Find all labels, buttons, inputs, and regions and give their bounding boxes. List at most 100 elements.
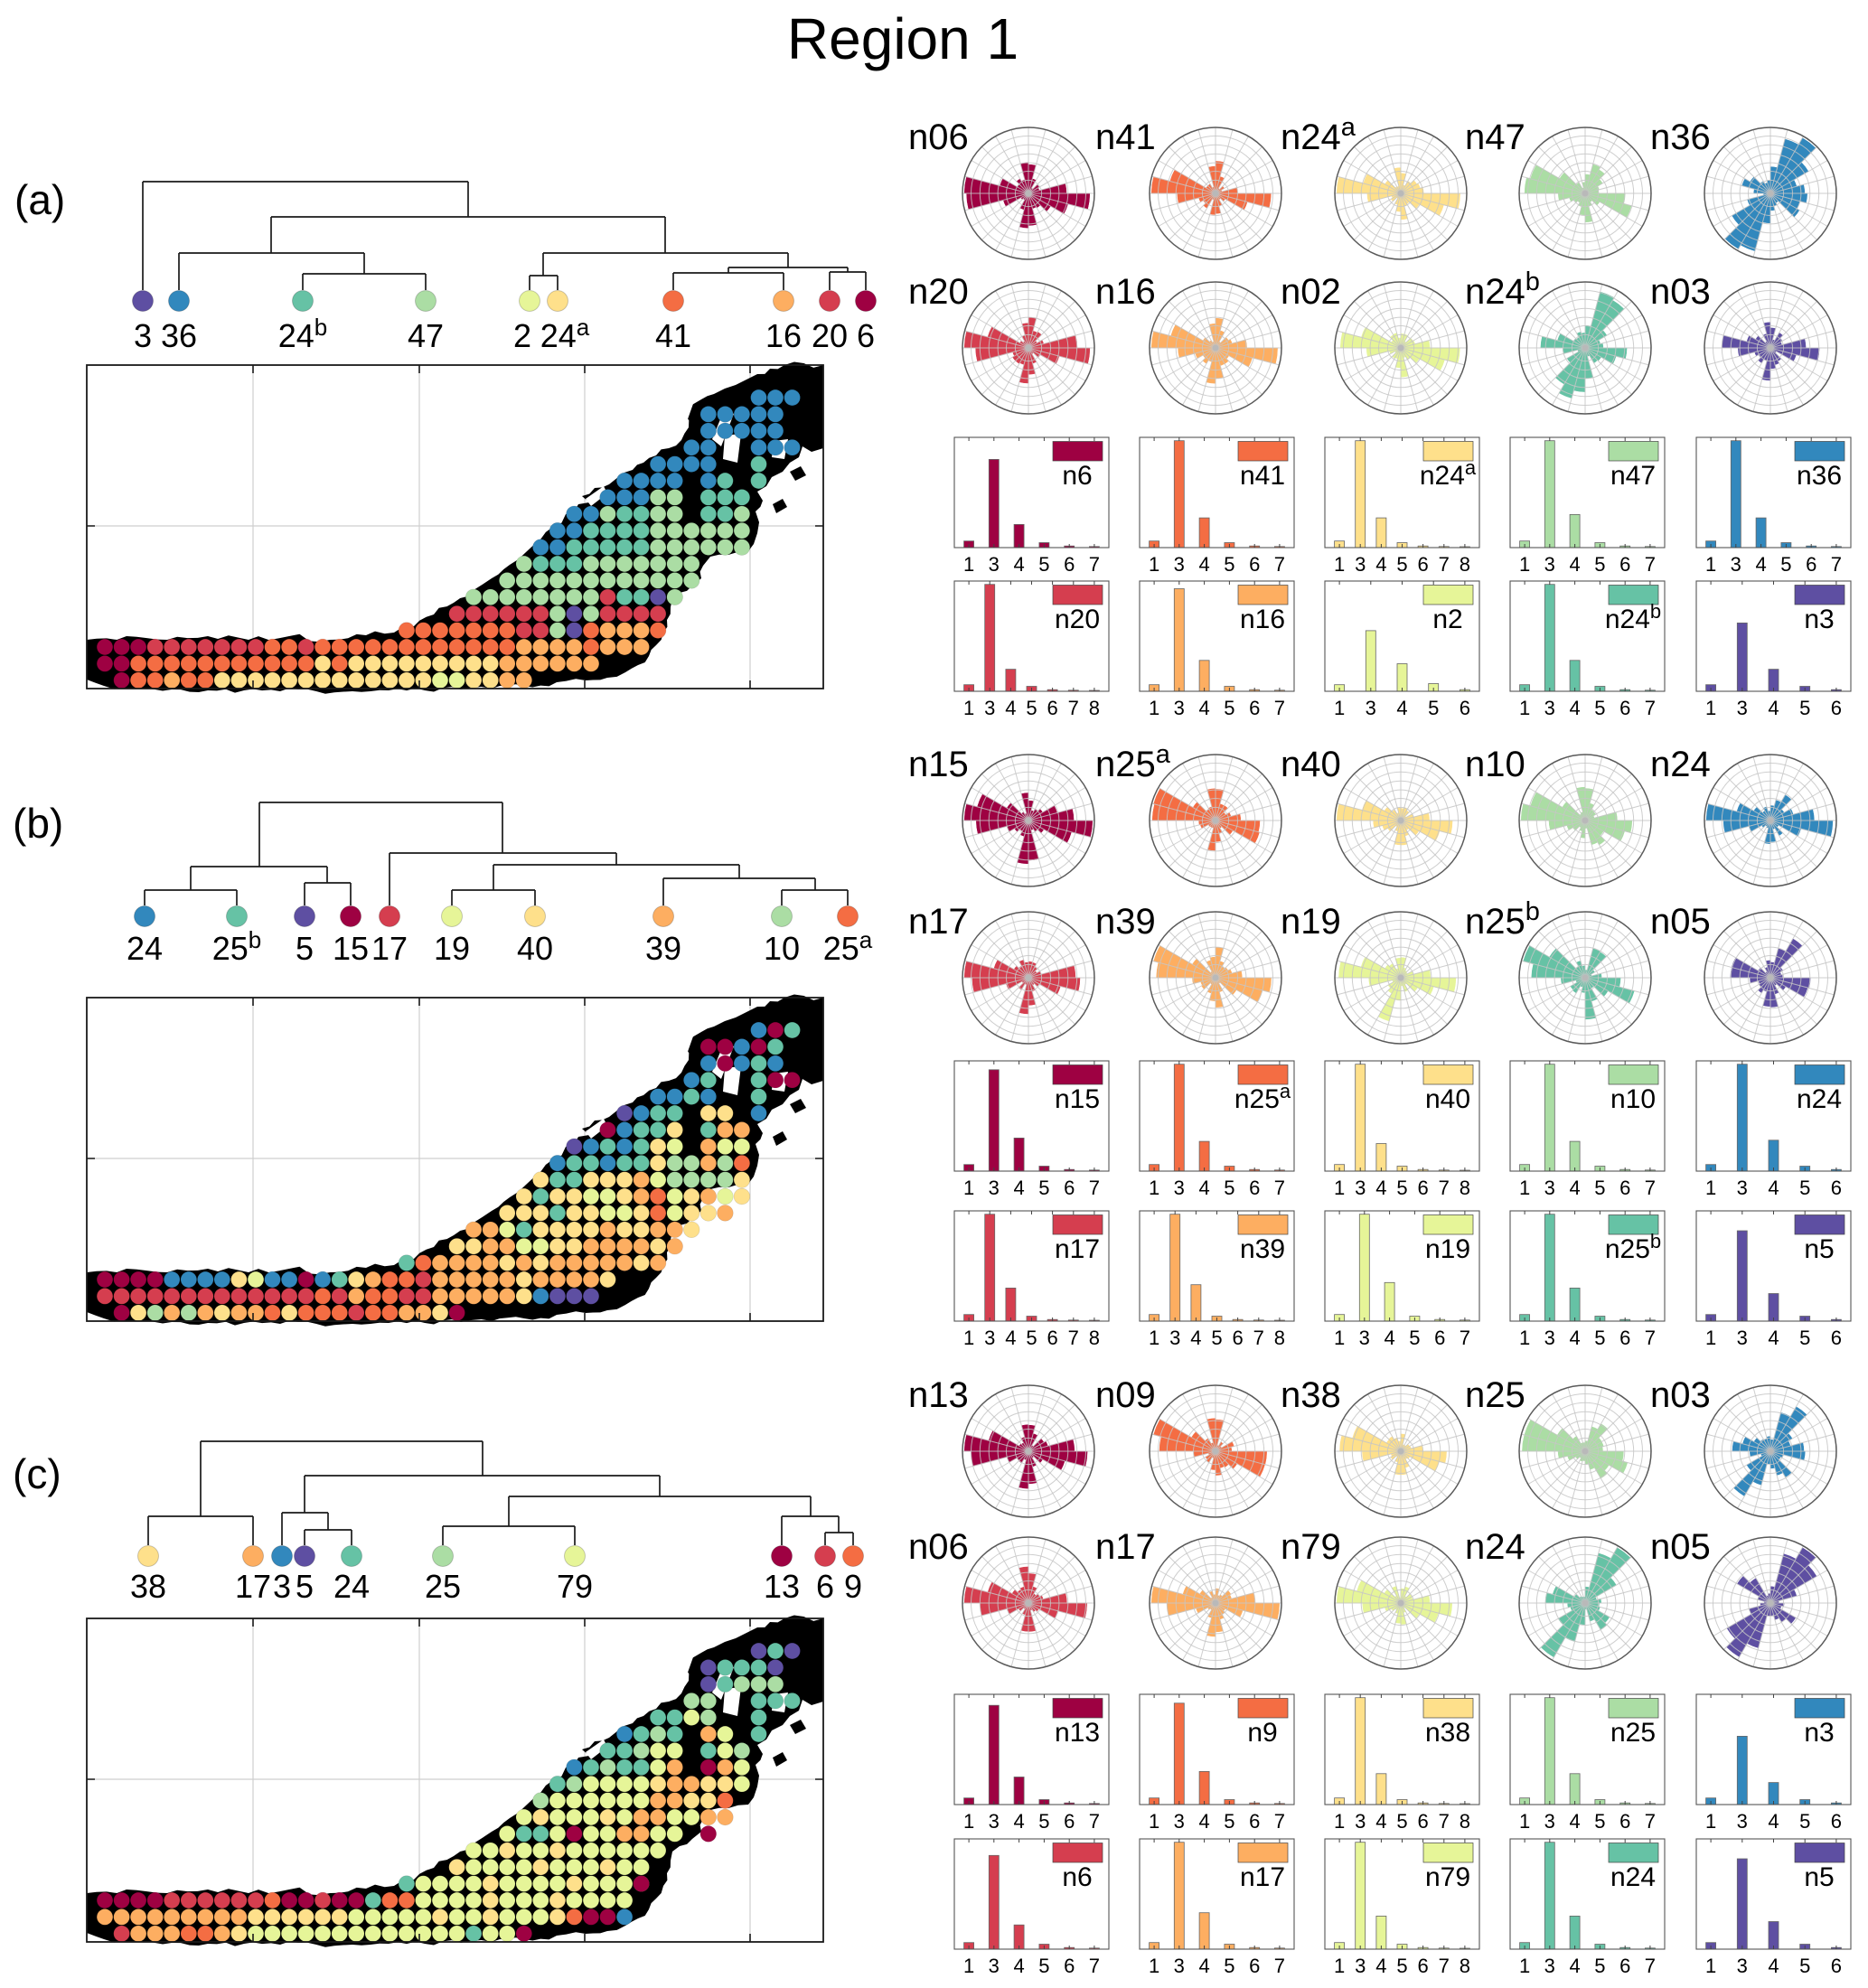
svg-text:6: 6 <box>1460 697 1470 719</box>
svg-text:5: 5 <box>1038 1955 1049 1977</box>
svg-text:4: 4 <box>1198 1810 1209 1833</box>
svg-text:5: 5 <box>1396 553 1407 576</box>
svg-text:n24: n24 <box>1610 1862 1656 1892</box>
svg-text:n24: n24 <box>1465 1527 1525 1567</box>
svg-text:4: 4 <box>1768 1327 1779 1349</box>
svg-text:n3: n3 <box>1804 605 1834 634</box>
svg-text:6: 6 <box>1619 1327 1630 1349</box>
svg-text:7: 7 <box>1089 1810 1100 1833</box>
svg-text:4: 4 <box>1013 1955 1024 1977</box>
svg-text:6: 6 <box>1047 1327 1057 1349</box>
svg-text:5: 5 <box>1799 1955 1810 1977</box>
svg-text:16: 16 <box>765 317 802 354</box>
svg-text:6: 6 <box>1249 697 1260 719</box>
svg-text:39: 39 <box>645 930 681 967</box>
svg-text:3: 3 <box>1737 1177 1748 1199</box>
svg-text:1: 1 <box>1149 553 1159 576</box>
svg-text:17: 17 <box>235 1568 271 1605</box>
svg-text:5: 5 <box>1224 553 1234 576</box>
svg-text:6: 6 <box>1619 1810 1630 1833</box>
svg-text:5: 5 <box>1038 1810 1049 1833</box>
svg-text:3: 3 <box>989 553 1000 576</box>
svg-text:n13: n13 <box>908 1375 969 1415</box>
svg-text:6: 6 <box>1831 1955 1842 1977</box>
svg-text:n5: n5 <box>1804 1862 1834 1892</box>
svg-text:1: 1 <box>963 697 974 719</box>
svg-text:n17: n17 <box>1055 1234 1100 1264</box>
svg-text:1: 1 <box>1705 697 1716 719</box>
svg-text:6: 6 <box>857 317 875 354</box>
svg-text:n10: n10 <box>1610 1084 1656 1114</box>
svg-text:6: 6 <box>1249 1177 1260 1199</box>
svg-text:n38: n38 <box>1425 1718 1470 1748</box>
svg-text:4: 4 <box>1768 1955 1779 1977</box>
svg-text:25: 25 <box>425 1568 461 1605</box>
svg-text:1: 1 <box>963 553 974 576</box>
svg-text:7: 7 <box>1439 1955 1450 1977</box>
svg-text:5: 5 <box>1026 697 1037 719</box>
svg-text:n19: n19 <box>1281 902 1341 942</box>
svg-text:5: 5 <box>1396 1955 1407 1977</box>
svg-text:n47: n47 <box>1465 117 1525 157</box>
svg-text:7: 7 <box>1439 553 1450 576</box>
svg-text:n03: n03 <box>1650 272 1711 312</box>
svg-text:3: 3 <box>1174 697 1185 719</box>
svg-text:n16: n16 <box>1240 605 1285 634</box>
svg-text:7: 7 <box>1645 1955 1656 1977</box>
svg-text:3: 3 <box>1737 1955 1748 1977</box>
svg-text:7: 7 <box>1089 1177 1100 1199</box>
svg-text:4: 4 <box>1198 553 1209 576</box>
svg-text:1: 1 <box>1334 553 1345 576</box>
svg-text:6: 6 <box>1064 1810 1075 1833</box>
svg-text:n36: n36 <box>1797 461 1842 491</box>
svg-text:4: 4 <box>1005 1327 1016 1349</box>
svg-text:3: 3 <box>1355 1177 1366 1199</box>
svg-text:3: 3 <box>1174 1955 1185 1977</box>
svg-text:1: 1 <box>963 1177 974 1199</box>
svg-text:4: 4 <box>1013 1177 1024 1199</box>
svg-text:3: 3 <box>984 1327 995 1349</box>
svg-text:6: 6 <box>1064 553 1075 576</box>
svg-text:6: 6 <box>1249 1810 1260 1833</box>
svg-text:1: 1 <box>1519 553 1530 576</box>
svg-text:5: 5 <box>1799 697 1810 719</box>
svg-text:n17: n17 <box>1240 1862 1285 1892</box>
svg-text:3: 3 <box>1737 1327 1748 1349</box>
svg-text:1: 1 <box>1705 1177 1716 1199</box>
svg-text:1: 1 <box>1149 1177 1159 1199</box>
svg-text:6: 6 <box>1434 1327 1445 1349</box>
svg-text:5: 5 <box>1799 1327 1810 1349</box>
svg-text:n24: n24 <box>1797 1084 1842 1114</box>
svg-text:4: 4 <box>1569 1955 1580 1977</box>
svg-text:7: 7 <box>1645 1327 1656 1349</box>
svg-text:79: 79 <box>557 1568 593 1605</box>
svg-text:7: 7 <box>1068 1327 1079 1349</box>
svg-text:7: 7 <box>1460 1327 1470 1349</box>
svg-text:1: 1 <box>1149 1327 1159 1349</box>
svg-text:4: 4 <box>1755 553 1766 576</box>
svg-text:n15: n15 <box>1055 1084 1100 1114</box>
svg-text:4: 4 <box>1384 1327 1394 1349</box>
svg-text:1: 1 <box>1705 553 1716 576</box>
svg-text:1: 1 <box>1705 1810 1716 1833</box>
svg-text:4: 4 <box>1198 697 1209 719</box>
svg-text:1: 1 <box>1705 1955 1716 1977</box>
svg-text:6: 6 <box>1831 1810 1842 1833</box>
svg-text:4: 4 <box>1013 1810 1024 1833</box>
svg-text:5: 5 <box>1594 1810 1605 1833</box>
svg-text:3: 3 <box>1174 1177 1185 1199</box>
svg-text:47: 47 <box>408 317 444 354</box>
svg-text:1: 1 <box>1149 1810 1159 1833</box>
svg-text:n05: n05 <box>1650 902 1711 942</box>
svg-text:24: 24 <box>333 1568 370 1605</box>
svg-text:3: 3 <box>1174 1810 1185 1833</box>
svg-text:4: 4 <box>1569 1327 1580 1349</box>
svg-text:6: 6 <box>1831 1177 1842 1199</box>
svg-text:3: 3 <box>989 1810 1000 1833</box>
svg-text:4: 4 <box>1375 1810 1386 1833</box>
svg-text:10: 10 <box>764 930 800 967</box>
svg-text:n20: n20 <box>908 272 969 312</box>
svg-text:n16: n16 <box>1095 272 1156 312</box>
svg-text:3: 3 <box>989 1955 1000 1977</box>
svg-text:7: 7 <box>1274 1810 1285 1833</box>
